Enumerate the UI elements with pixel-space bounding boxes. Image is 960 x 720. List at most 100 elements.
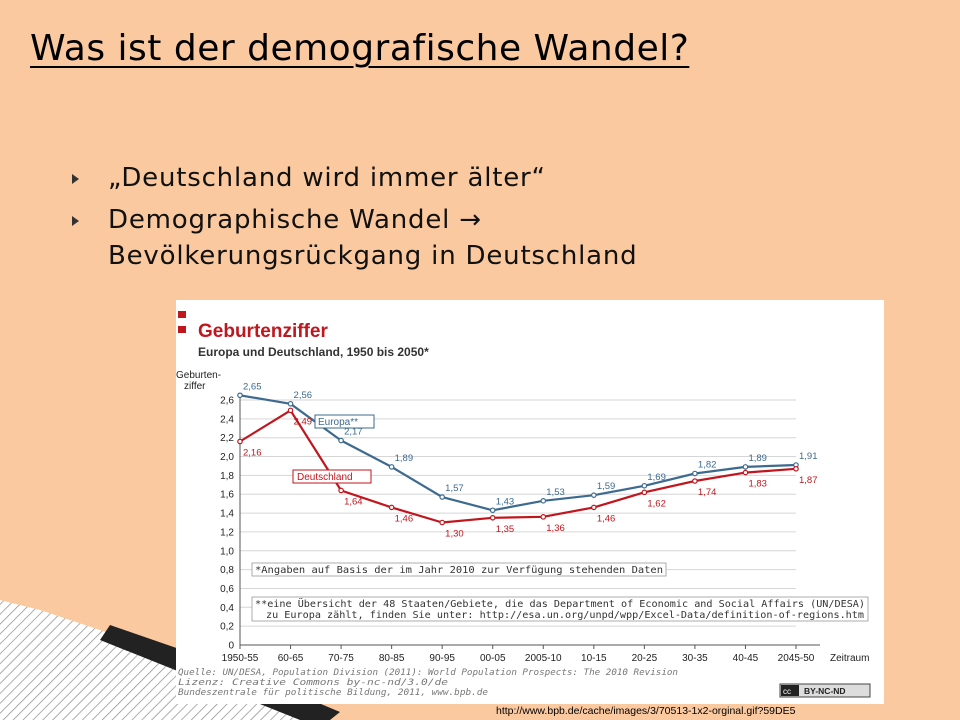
- germany-point: [439, 519, 445, 526]
- europe-data-label: 2,56: [294, 390, 313, 401]
- x-tick-label: 2005-10: [525, 653, 562, 664]
- bullet-item: „Deutschland wird immer älter“: [72, 160, 932, 196]
- x-tick-label: 60-65: [278, 653, 304, 664]
- x-tick-label: 40-45: [733, 653, 759, 664]
- germany-data-label: 1,30: [445, 529, 464, 540]
- note-text: zu Europa zählt, finden Sie unter: http:…: [266, 610, 864, 621]
- chart-title-marker: [178, 311, 186, 318]
- bullet-item: Demographische Wandel → Bevölkerungsrück…: [72, 202, 932, 274]
- y-tick-label: 2,6: [220, 396, 234, 407]
- x-tick-label: 1950-55: [222, 653, 259, 664]
- note-text: **eine Übersicht der 48 Staaten/Gebiete,…: [255, 599, 865, 610]
- germany-point: [237, 438, 243, 445]
- europe-data-label: 1,59: [597, 481, 616, 492]
- cc-icon: cc: [783, 687, 791, 696]
- source-text: Quelle: UN/DESA, Population Division (20…: [178, 668, 678, 678]
- y-tick-label: 2,0: [220, 452, 234, 463]
- germany-legend: Deutschland: [297, 472, 353, 483]
- europe-data-label: 1,89: [395, 453, 414, 464]
- y-tick-label: 1,4: [220, 509, 234, 520]
- birth-rate-chart: Geburtenziffer Europa und Deutschland, 1…: [176, 300, 884, 704]
- y-axis-label: Geburten-ziffer: [176, 370, 221, 392]
- germany-data-label: 1,46: [597, 513, 616, 524]
- bullet-text-continued: Bevölkerungsrückgang in Deutschland: [108, 241, 638, 271]
- europe-data-label: 2,65: [243, 381, 262, 392]
- bullet-text: Demographische Wandel →: [108, 205, 482, 235]
- note-box: [251, 596, 869, 622]
- license-badge-text: BY-NC-ND: [804, 686, 846, 696]
- y-tick-label: 1,8: [220, 471, 234, 482]
- germany-point: [793, 465, 799, 472]
- europe-data-label: 1,69: [647, 472, 666, 483]
- europe-point: [692, 470, 698, 477]
- y-tick-label: 0,2: [220, 622, 234, 633]
- chart-title-marker: [178, 326, 186, 333]
- germany-point: [540, 514, 547, 520]
- europe-point: [287, 400, 294, 407]
- europe-point: [388, 464, 395, 470]
- source-text: Lizenz: Creative Commons by-nc-nd/3.0/de: [178, 678, 448, 688]
- y-tick-label: 2,4: [220, 414, 234, 425]
- bullet-arrow-icon: [72, 216, 79, 226]
- y-tick-label: 1,0: [220, 546, 234, 557]
- x-tick-label: 2045-50: [778, 653, 815, 664]
- germany-data-label: 1,83: [748, 479, 767, 490]
- europe-legend-box: [314, 414, 375, 429]
- x-tick-label: 20-25: [632, 653, 658, 664]
- germany-point: [338, 487, 344, 494]
- x-tick-label: 70-75: [328, 653, 354, 664]
- germany-point: [742, 469, 749, 476]
- source-url: http://www.bpb.de/cache/images/3/70513-1…: [496, 705, 796, 717]
- source-text: Bundeszentrale für politische Bildung, 2…: [178, 688, 488, 698]
- chart-canvas: Geburtenziffer Europa und Deutschland, 1…: [176, 311, 871, 698]
- europe-data-label: 1,91: [799, 451, 818, 462]
- y-tick-label: 1,2: [220, 527, 234, 538]
- europe-series-line: [239, 394, 797, 512]
- europe-data-label: 2,17: [344, 427, 363, 438]
- y-tick-label: 0,6: [220, 584, 234, 595]
- germany-point: [489, 514, 496, 521]
- europe-point: [641, 482, 648, 489]
- cc-license-badge: cc BY-NC-ND: [779, 683, 871, 698]
- germany-data-label: 1,35: [496, 524, 515, 535]
- x-tick-label: 30-35: [682, 653, 708, 664]
- germany-point: [388, 504, 395, 511]
- europe-legend: Europa**: [318, 417, 358, 428]
- europe-point: [439, 494, 445, 500]
- europe-point: [742, 464, 749, 470]
- slide-title: Was ist der demografische Wandel?: [30, 28, 690, 69]
- europe-data-label: 1,82: [698, 460, 717, 471]
- germany-point: [287, 407, 294, 414]
- germany-point: [641, 489, 648, 496]
- germany-legend-box: [292, 469, 372, 484]
- note-text: *Angaben auf Basis der im Jahr 2010 zur …: [255, 565, 663, 576]
- y-tick-label: 2,2: [220, 433, 234, 444]
- europe-point: [591, 492, 597, 498]
- bullet-arrow-icon: [72, 174, 79, 184]
- germany-data-label: 2,16: [243, 447, 262, 458]
- y-tick-label: 1,6: [220, 490, 234, 501]
- y-tick-label: 0,8: [220, 565, 234, 576]
- europe-point: [540, 498, 547, 504]
- europe-point: [338, 437, 344, 444]
- germany-data-label: 1,46: [395, 513, 414, 524]
- x-tick-label: 90-95: [429, 653, 455, 664]
- y-tick-label: 0,4: [220, 603, 234, 614]
- x-axis-label: Zeitraum: [830, 653, 869, 664]
- bullet-text: „Deutschland wird immer älter“: [108, 163, 546, 193]
- chart-title: Geburtenziffer: [198, 321, 328, 342]
- bullet-list: „Deutschland wird immer älter“ Demograph…: [72, 160, 932, 280]
- x-tick-label: 80-85: [379, 653, 405, 664]
- germany-data-label: 1,74: [698, 487, 717, 498]
- europe-data-label: 1,53: [546, 487, 565, 498]
- germany-data-label: 1,62: [647, 498, 666, 509]
- germany-point: [591, 504, 597, 511]
- europe-point: [237, 392, 243, 399]
- europe-point: [489, 507, 496, 514]
- y-tick-label: 0: [228, 641, 234, 652]
- x-tick-label: 00-05: [480, 653, 506, 664]
- note-box: [251, 562, 667, 577]
- europe-data-label: 1,89: [748, 453, 767, 464]
- chart-subtitle: Europa und Deutschland, 1950 bis 2050*: [198, 345, 429, 359]
- germany-point: [692, 478, 698, 484]
